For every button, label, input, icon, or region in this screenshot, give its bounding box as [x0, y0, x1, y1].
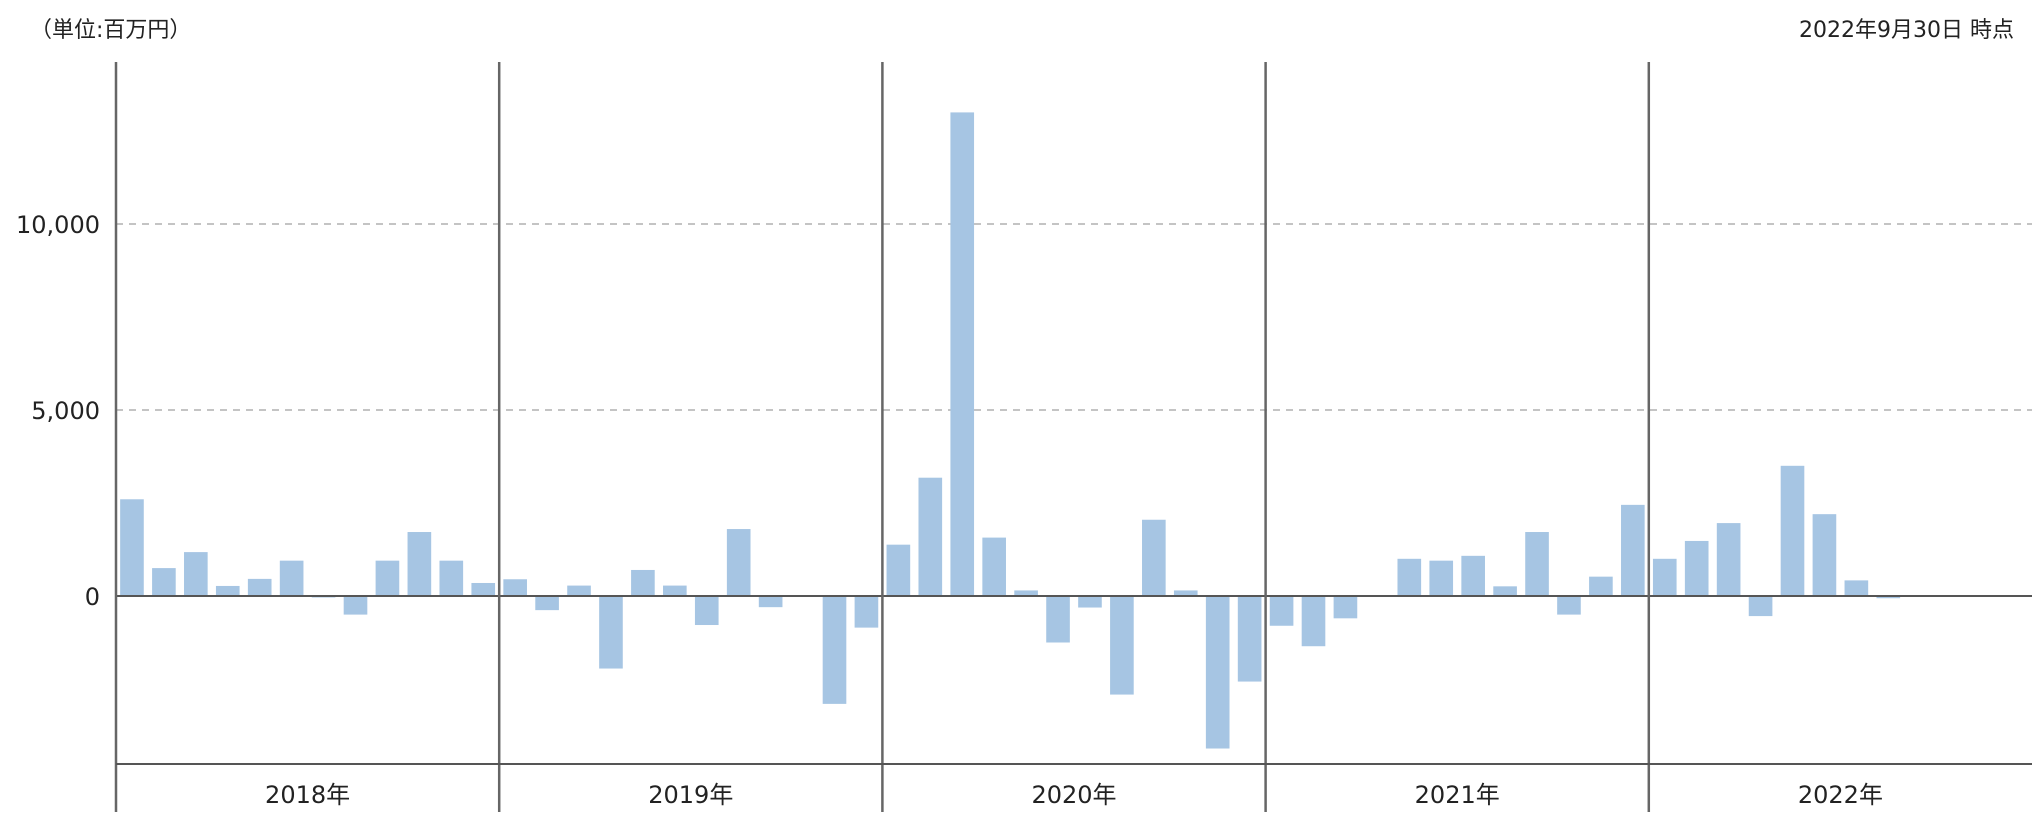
gridlines: [116, 223, 2032, 411]
bar: [1748, 596, 1773, 617]
bar: [1652, 558, 1677, 596]
bar: [1014, 590, 1038, 596]
bar: [471, 582, 496, 596]
bar: [822, 596, 847, 704]
bar: [982, 537, 1006, 596]
bar: [1716, 523, 1741, 596]
bar: [1333, 596, 1358, 619]
bar: [1525, 532, 1549, 596]
bar: [247, 578, 272, 596]
bar: [1237, 596, 1262, 682]
bar: [1621, 504, 1645, 596]
bar: [854, 596, 879, 628]
bar: [1589, 576, 1613, 596]
bar: [152, 568, 176, 596]
bar: [215, 585, 240, 596]
bar: [567, 585, 591, 596]
bar: [758, 596, 783, 608]
bar: [1397, 558, 1422, 596]
bar: [1812, 514, 1837, 596]
x-tick-label: 2021年: [1415, 781, 1500, 809]
bar: [950, 112, 975, 597]
bar: [918, 477, 943, 596]
x-tick-label: 2022年: [1798, 781, 1883, 809]
bar: [1110, 596, 1134, 695]
as-of-date: 2022年9月30日 時点: [1799, 18, 2014, 43]
bar: [886, 544, 911, 596]
bar: [631, 569, 655, 596]
bars: [120, 112, 1901, 749]
bar: [375, 560, 400, 596]
bar: [1269, 596, 1294, 626]
bar: [439, 560, 464, 596]
bar: [1780, 465, 1805, 596]
bar: [1046, 596, 1070, 643]
bar: [1557, 596, 1581, 615]
bar: [663, 585, 687, 596]
bar: [1844, 580, 1869, 596]
axes: [114, 62, 2032, 812]
bar: [184, 552, 208, 596]
bar: [1493, 586, 1517, 596]
unit-label: （単位:百万円）: [30, 18, 192, 43]
bar: [1461, 555, 1485, 596]
bar: [1173, 590, 1198, 596]
bar: [407, 532, 432, 596]
y-tick-label: 0: [85, 583, 100, 611]
bar: [1876, 596, 1901, 599]
bar: [1301, 596, 1326, 647]
y-tick-label: 10,000: [16, 211, 100, 239]
x-tick-label: 2019年: [648, 781, 733, 809]
tick-labels: 0 5,000 10,000 2018年 2019年 2020年 2021年 2022年: [16, 211, 1883, 809]
bar: [694, 596, 719, 626]
bar: [1429, 560, 1454, 596]
bar: [1684, 540, 1709, 596]
bar: [599, 596, 623, 669]
bar: [1142, 519, 1166, 596]
bar: [343, 596, 368, 615]
bar: [535, 596, 559, 611]
x-tick-label: 2020年: [1031, 781, 1116, 809]
bar: [503, 579, 527, 596]
bar: [279, 560, 304, 596]
bar: [726, 529, 751, 596]
bar: [1078, 596, 1102, 608]
y-tick-label: 5,000: [31, 397, 100, 425]
bar: [120, 499, 144, 596]
bar: [1205, 596, 1230, 749]
x-tick-label: 2018年: [265, 781, 350, 809]
